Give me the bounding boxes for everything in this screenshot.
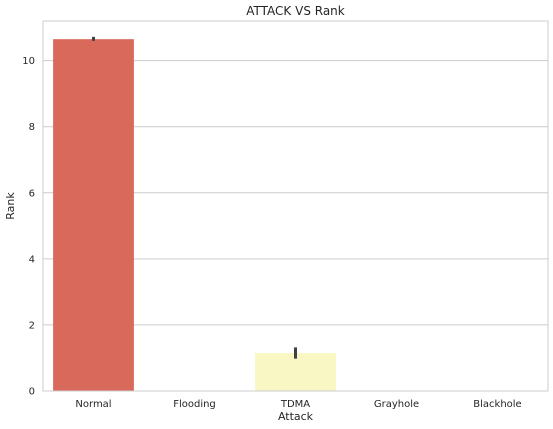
x-tick-label: TDMA [280,399,310,410]
bars [53,39,336,391]
y-tick-label: 10 [22,56,35,67]
x-tick-label: Grayhole [374,399,419,410]
chart-title: ATTACK VS Rank [246,4,345,18]
x-tick-labels: Normal Flooding TDMA Grayhole Blackhole [75,399,521,410]
bar-tdma [255,353,336,391]
x-tick-label: Blackhole [473,399,521,410]
plot-frame [42,20,549,392]
y-tick-label: 8 [29,122,35,133]
y-tick-labels: 0 2 4 6 8 10 [22,56,35,397]
x-axis-label: Attack [278,410,314,423]
y-tick-label: 4 [29,254,35,265]
x-tick-label: Normal [75,399,111,410]
x-tick-label: Flooding [173,399,216,410]
y-axis-label: Rank [4,192,17,220]
bar-normal [53,39,134,391]
y-tick-label: 0 [29,387,35,398]
y-tick-label: 2 [29,320,35,331]
error-bars [92,36,297,359]
y-tick-label: 6 [29,188,35,199]
